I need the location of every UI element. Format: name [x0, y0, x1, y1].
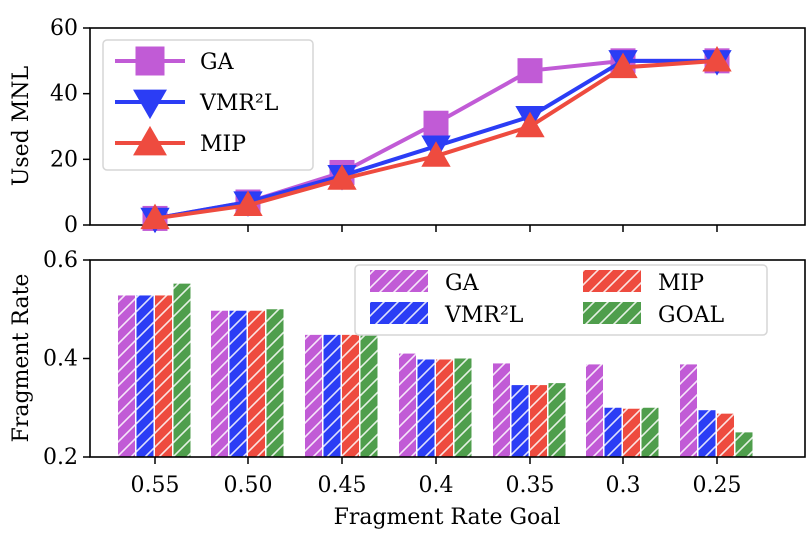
bottom-x-ticks: 0.55 0.50 0.45 0.4 0.35 0.3 0.25: [131, 457, 742, 498]
legend-swatch-goal: [583, 302, 641, 324]
bar-goal-0-45: [360, 333, 378, 457]
bar-goal-0-3: [641, 407, 659, 457]
legend-swatch-ga: [370, 270, 428, 292]
bar-vmr2l-0-25: [698, 410, 716, 457]
bottom-x-tick-label: 0.55: [131, 473, 180, 498]
legend-label-mip: MIP: [658, 271, 704, 296]
top-y-tick-label: 20: [50, 147, 78, 172]
bar-vmr2l-0-45: [323, 334, 341, 457]
bar-ga-0-3: [586, 364, 603, 457]
data-point-mip-0-50: [233, 190, 263, 216]
bottom-x-tick-label: 0.4: [419, 473, 454, 498]
bottom-x-tick-label: 0.50: [224, 473, 273, 498]
legend-label-ga: GA: [200, 50, 235, 75]
data-point-ga-0-4: [423, 110, 449, 136]
bottom-x-tick-label: 0.45: [318, 473, 367, 498]
legend-swatch-vmr2l: [370, 302, 428, 324]
legend-label-vmr2l: VMR²L: [199, 91, 279, 116]
used-mnl-line-chart: 0 20 40 60 Used MNL GA VMR²L MIP: [9, 16, 806, 238]
bar-goal-0-35: [548, 383, 566, 457]
legend-label-ga: GA: [445, 271, 480, 296]
bar-ga-0-35: [493, 363, 510, 457]
bar-goal-0-25: [735, 432, 753, 457]
top-x-ticks: [154, 225, 718, 232]
bottom-y-tick-label: 0.2: [43, 445, 78, 470]
bar-goal-0-50: [266, 309, 284, 457]
bottom-legend: GA VMR²L MIP GOAL: [354, 264, 768, 336]
bottom-x-tick-label: 0.35: [506, 473, 555, 498]
bar-mip-0-50: [248, 310, 265, 457]
bar-goal-0-4: [454, 358, 472, 457]
top-plot-frame: [89, 27, 806, 226]
bar-mip-0-25: [717, 413, 734, 457]
bar-ga-0-45: [305, 334, 322, 457]
top-y-tick-label: 60: [50, 16, 78, 41]
legend-label-goal: GOAL: [658, 303, 724, 328]
data-point-mip-0-35: [515, 111, 545, 138]
data-point-mip-0-4: [421, 141, 451, 167]
bottom-y-axis-label: Fragment Rate: [9, 274, 34, 443]
legend-label-vmr2l: VMR²L: [444, 303, 524, 328]
bar-mip-0-35: [530, 385, 547, 457]
legend-marker-ga: [135, 46, 165, 76]
data-point-ga-0-35: [517, 58, 543, 84]
bottom-y-ticks: 0.2 0.4 0.6: [43, 248, 90, 470]
legend-marker-vmr2l: [133, 89, 167, 120]
bottom-x-axis-label: Fragment Rate Goal: [334, 505, 561, 530]
bar-ga-0-55: [118, 295, 135, 457]
data-point-mip-0-3: [608, 52, 638, 79]
legend-marker-mip: [133, 125, 167, 156]
bar-vmr2l-0-4: [417, 359, 435, 457]
bar-vmr2l-0-55: [136, 295, 154, 457]
data-point-mip-0-25: [702, 46, 732, 72]
bar-vmr2l-0-3: [604, 407, 622, 457]
top-y-ticks: 0 20 40 60: [50, 16, 90, 238]
bar-goal-0-55: [173, 283, 191, 457]
bottom-bars: [118, 283, 753, 457]
top-series-lines: [140, 46, 732, 234]
fragment-rate-bar-chart: 0.2 0.4 0.6 0.55 0.50 0.45 0.4 0.35 0.3 0.25 Fra…: [9, 248, 806, 530]
bottom-legend-box: [354, 264, 768, 336]
bar-mip-0-3: [623, 408, 640, 457]
bar-mip-0-45: [342, 334, 359, 457]
bar-ga-0-25: [680, 364, 697, 457]
data-point-mip-0-55: [140, 203, 170, 230]
bar-vmr2l-0-35: [511, 385, 529, 457]
data-point-mip-0-45: [327, 164, 357, 190]
bar-mip-0-4: [436, 359, 453, 457]
bottom-x-tick-label: 0.3: [606, 473, 641, 498]
top-legend: GA VMR²L MIP: [102, 39, 314, 171]
bar-vmr2l-0-50: [229, 310, 247, 457]
bottom-y-tick-label: 0.6: [43, 248, 78, 273]
bar-ga-0-50: [211, 310, 228, 457]
top-y-axis-label: Used MNL: [9, 65, 34, 186]
legend-label-mip: MIP: [200, 132, 246, 157]
top-y-tick-label: 0: [64, 213, 78, 238]
legend-swatch-mip: [583, 270, 641, 292]
bar-ga-0-4: [399, 353, 416, 457]
bar-mip-0-55: [155, 295, 172, 457]
bottom-y-tick-label: 0.4: [43, 347, 78, 372]
top-y-tick-label: 40: [50, 82, 78, 107]
bottom-x-tick-label: 0.25: [693, 473, 742, 498]
